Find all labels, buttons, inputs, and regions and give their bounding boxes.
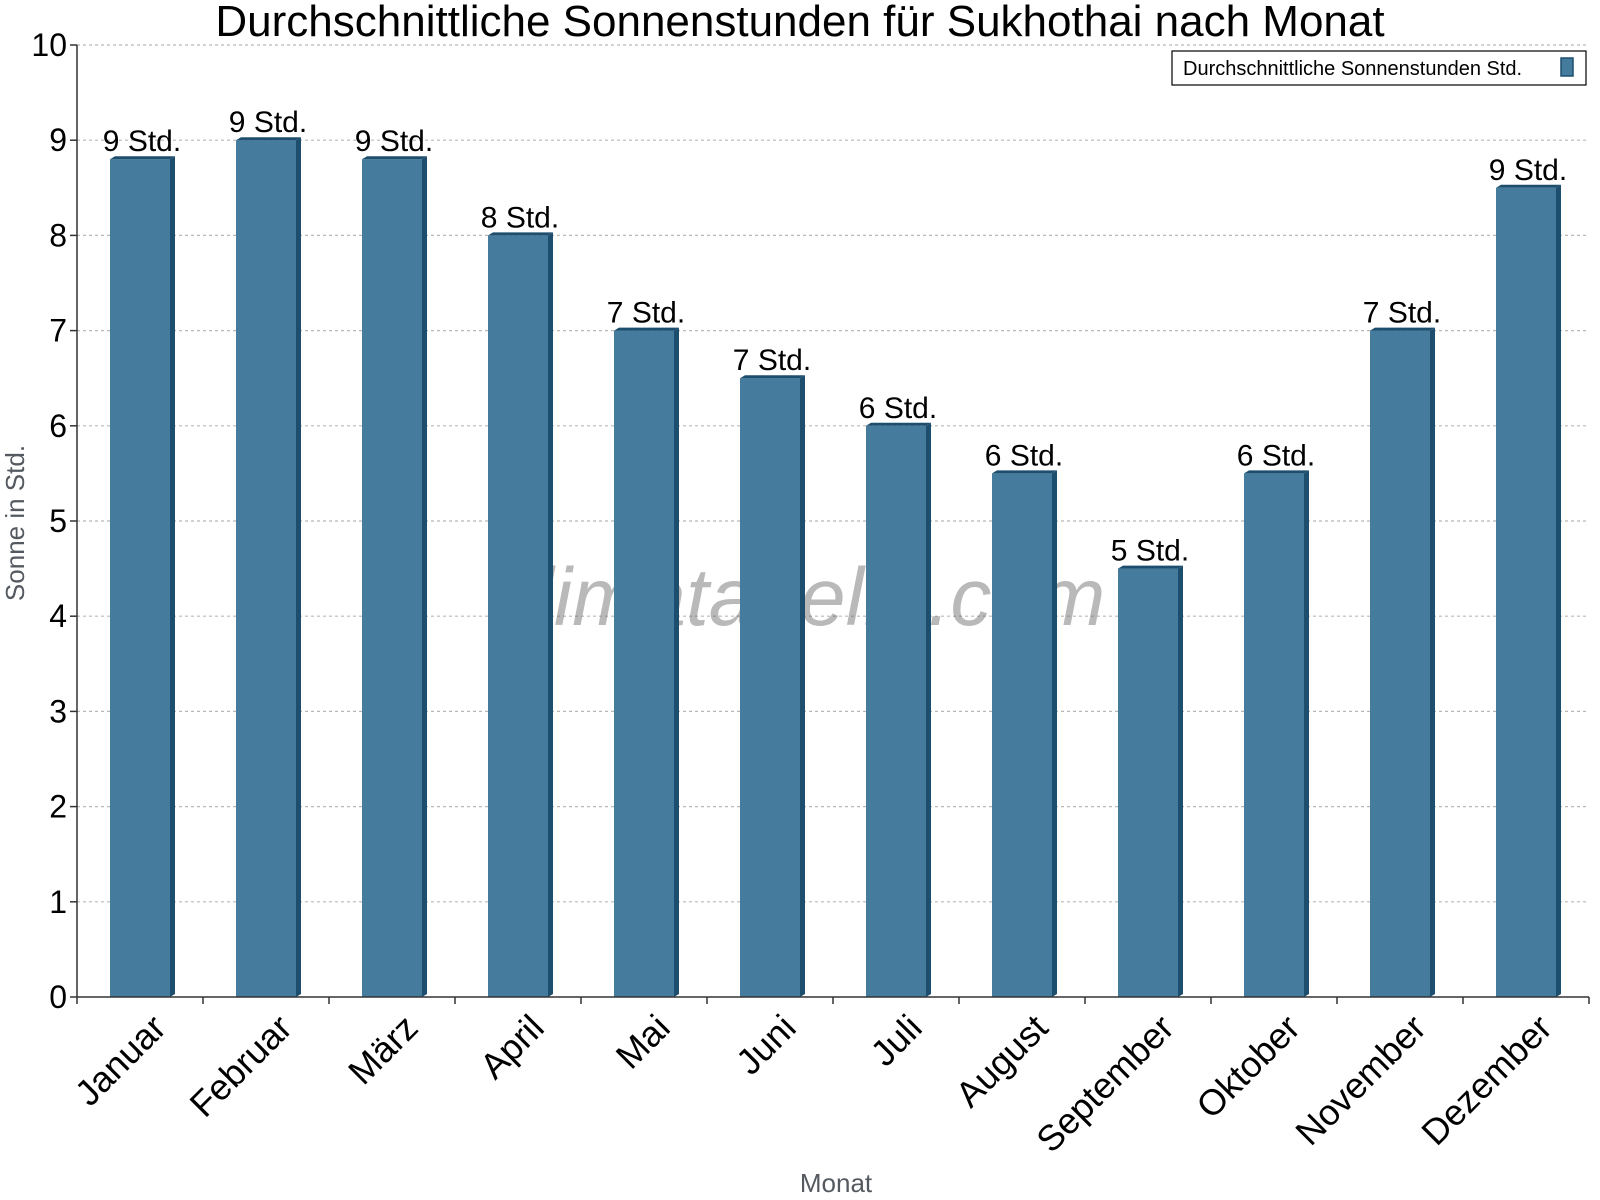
bar-side bbox=[296, 137, 301, 997]
bar-side bbox=[926, 422, 931, 997]
x-axis-ticks: Januar Februar März April Mai Juni Juli AugustS… bbox=[67, 997, 1590, 1161]
y-tick-label: 10 bbox=[31, 27, 67, 63]
bar bbox=[866, 425, 926, 997]
bar-side bbox=[800, 375, 805, 997]
bar-top bbox=[1370, 327, 1435, 331]
x-tick-label: Januar bbox=[67, 1007, 174, 1114]
bar-value-label: 7 Std. bbox=[1363, 297, 1441, 330]
bar bbox=[1244, 473, 1304, 997]
bar-group: 7 Std. bbox=[607, 297, 685, 998]
bar-top bbox=[1244, 470, 1309, 474]
bar bbox=[110, 159, 170, 998]
y-tick-label: 6 bbox=[49, 408, 67, 444]
grid-lines bbox=[77, 44, 1589, 903]
bar-group: 7 Std. bbox=[733, 344, 811, 997]
bar-value-label: 6 Std. bbox=[859, 392, 937, 425]
x-tick-label: Juli bbox=[862, 1007, 929, 1074]
y-tick-label: 5 bbox=[49, 503, 67, 539]
bar bbox=[740, 378, 800, 997]
bar-top bbox=[866, 422, 931, 426]
x-tick-label: September bbox=[1028, 1007, 1182, 1161]
bar-value-label: 8 Std. bbox=[481, 201, 559, 234]
bar-side bbox=[1052, 470, 1057, 997]
bar-value-label: 6 Std. bbox=[1237, 439, 1315, 472]
y-tick-label: 0 bbox=[49, 979, 67, 1015]
bar-top bbox=[614, 327, 679, 331]
bar-group: 6 Std. bbox=[859, 392, 937, 997]
legend-box bbox=[1171, 50, 1587, 86]
bar-top bbox=[488, 232, 553, 236]
y-tick-label: 2 bbox=[49, 789, 67, 825]
y-tick-label: 9 bbox=[49, 122, 67, 158]
bar-top bbox=[1496, 184, 1561, 188]
bar bbox=[488, 235, 548, 997]
bar bbox=[1496, 187, 1556, 998]
x-tick-label: Mai bbox=[608, 1007, 678, 1077]
bar bbox=[362, 159, 422, 998]
y-axis-ticks: 0 1 2 3 4 5 6 7 8 9 10 bbox=[31, 27, 77, 1015]
bar-value-label: 9 Std. bbox=[229, 106, 307, 139]
y-tick-label: 4 bbox=[49, 598, 67, 634]
bar-group: 8 Std. bbox=[481, 201, 559, 997]
y-tick-label: 7 bbox=[49, 313, 67, 349]
y-tick-label: 8 bbox=[49, 217, 67, 253]
bar bbox=[614, 330, 674, 998]
bar bbox=[236, 140, 296, 997]
x-axis-title: Monat bbox=[800, 1168, 873, 1198]
bar-group: 9 Std. bbox=[103, 125, 181, 998]
bar-side bbox=[1178, 565, 1183, 997]
bar-top bbox=[110, 156, 175, 160]
x-tick-label: November bbox=[1287, 1007, 1433, 1153]
y-tick-label: 1 bbox=[49, 884, 67, 920]
bar-side bbox=[1556, 184, 1561, 998]
x-tick-label: Oktober bbox=[1188, 1007, 1308, 1127]
bar-group: 6 Std. bbox=[985, 439, 1063, 997]
bar-side bbox=[1304, 470, 1309, 997]
bar-top bbox=[740, 375, 805, 379]
bar-group: 7 Std. bbox=[1363, 297, 1441, 998]
x-tick-label: Februar bbox=[182, 1007, 300, 1125]
bars: 9 Std. 9 Std. 9 Std. 8 Std. 7 Std. 7 Std. 6 St… bbox=[103, 106, 1567, 998]
bar-side bbox=[674, 327, 679, 998]
bar bbox=[1370, 330, 1430, 998]
bar-side bbox=[548, 232, 553, 997]
bar-top bbox=[362, 156, 427, 160]
bar-value-label: 9 Std. bbox=[1489, 154, 1567, 187]
bar-top bbox=[1118, 565, 1183, 569]
bar bbox=[992, 473, 1052, 997]
bar-side bbox=[170, 156, 175, 998]
bar-value-label: 7 Std. bbox=[733, 344, 811, 377]
bar-top bbox=[236, 137, 301, 141]
bar-value-label: 9 Std. bbox=[355, 125, 433, 158]
bar-group: 9 Std. bbox=[355, 125, 433, 998]
x-tick-label: März bbox=[340, 1007, 426, 1093]
x-tick-label: Dezember bbox=[1413, 1007, 1559, 1153]
legend-swatch bbox=[1560, 57, 1574, 77]
x-tick-label: August bbox=[947, 1007, 1055, 1115]
chart-title: Durchschnittliche Sonnenstunden für Sukh… bbox=[215, 0, 1384, 46]
bar-value-label: 6 Std. bbox=[985, 439, 1063, 472]
bar-side bbox=[422, 156, 427, 998]
bar-top bbox=[992, 470, 1057, 474]
bar-group: 9 Std. bbox=[229, 106, 307, 997]
y-axis-title: Sonne in Std. bbox=[0, 445, 30, 601]
legend: Durchschnittliche Sonnenstunden Std. bbox=[1171, 50, 1587, 86]
x-tick-label: Juni bbox=[728, 1007, 804, 1083]
x-tick-label: April bbox=[472, 1007, 552, 1087]
bar-group: 5 Std. bbox=[1111, 535, 1189, 997]
bar-group: 6 Std. bbox=[1237, 439, 1315, 997]
bar-group: 9 Std. bbox=[1489, 154, 1567, 998]
bar-value-label: 5 Std. bbox=[1111, 535, 1189, 568]
y-tick-label: 3 bbox=[49, 693, 67, 729]
bar-value-label: 9 Std. bbox=[103, 125, 181, 158]
bar-side bbox=[1430, 327, 1435, 998]
bar-value-label: 7 Std. bbox=[607, 297, 685, 330]
legend-label: Durchschnittliche Sonnenstunden Std. bbox=[1183, 58, 1522, 80]
bar bbox=[1118, 568, 1178, 997]
